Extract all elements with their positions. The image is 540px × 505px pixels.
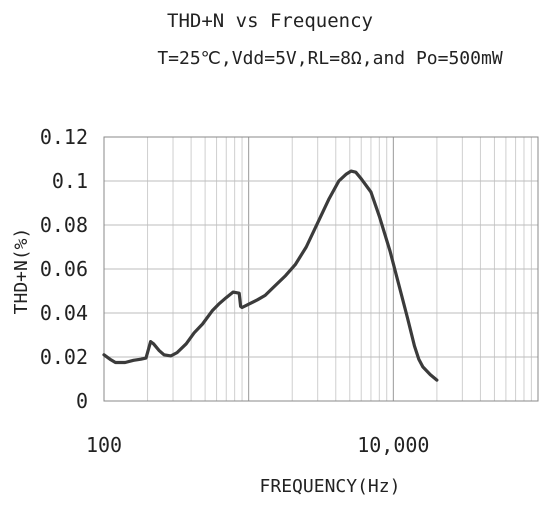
x-axis-label: FREQUENCY(Hz) bbox=[259, 476, 401, 497]
y-tick-label: 0.04 bbox=[40, 301, 88, 325]
y-axis-ticks: 0 0.02 0.04 0.06 0.08 0.1 0.12 bbox=[40, 125, 88, 413]
chart-title: THD+N vs Frequency bbox=[167, 10, 373, 32]
chart-subtitle: T=25℃,Vdd=5V,RL=8Ω,and Po=500mW bbox=[157, 48, 503, 69]
y-tick-label: 0.02 bbox=[40, 345, 88, 369]
y-tick-label: 0.12 bbox=[40, 125, 88, 149]
plot-frame bbox=[103, 136, 539, 402]
x-tick-label: 100 bbox=[86, 433, 122, 457]
y-axis-label: THD+N(%) bbox=[11, 228, 32, 315]
series-line bbox=[102, 169, 439, 382]
y-tick-label: 0.08 bbox=[40, 213, 88, 237]
grid bbox=[103, 136, 539, 402]
y-tick-label: 0 bbox=[76, 389, 88, 413]
x-axis-ticks: 100 10,000 bbox=[86, 433, 430, 457]
x-tick-label: 10,000 bbox=[357, 433, 429, 457]
y-tick-label: 0.1 bbox=[52, 169, 88, 193]
y-tick-label: 0.06 bbox=[40, 257, 88, 281]
